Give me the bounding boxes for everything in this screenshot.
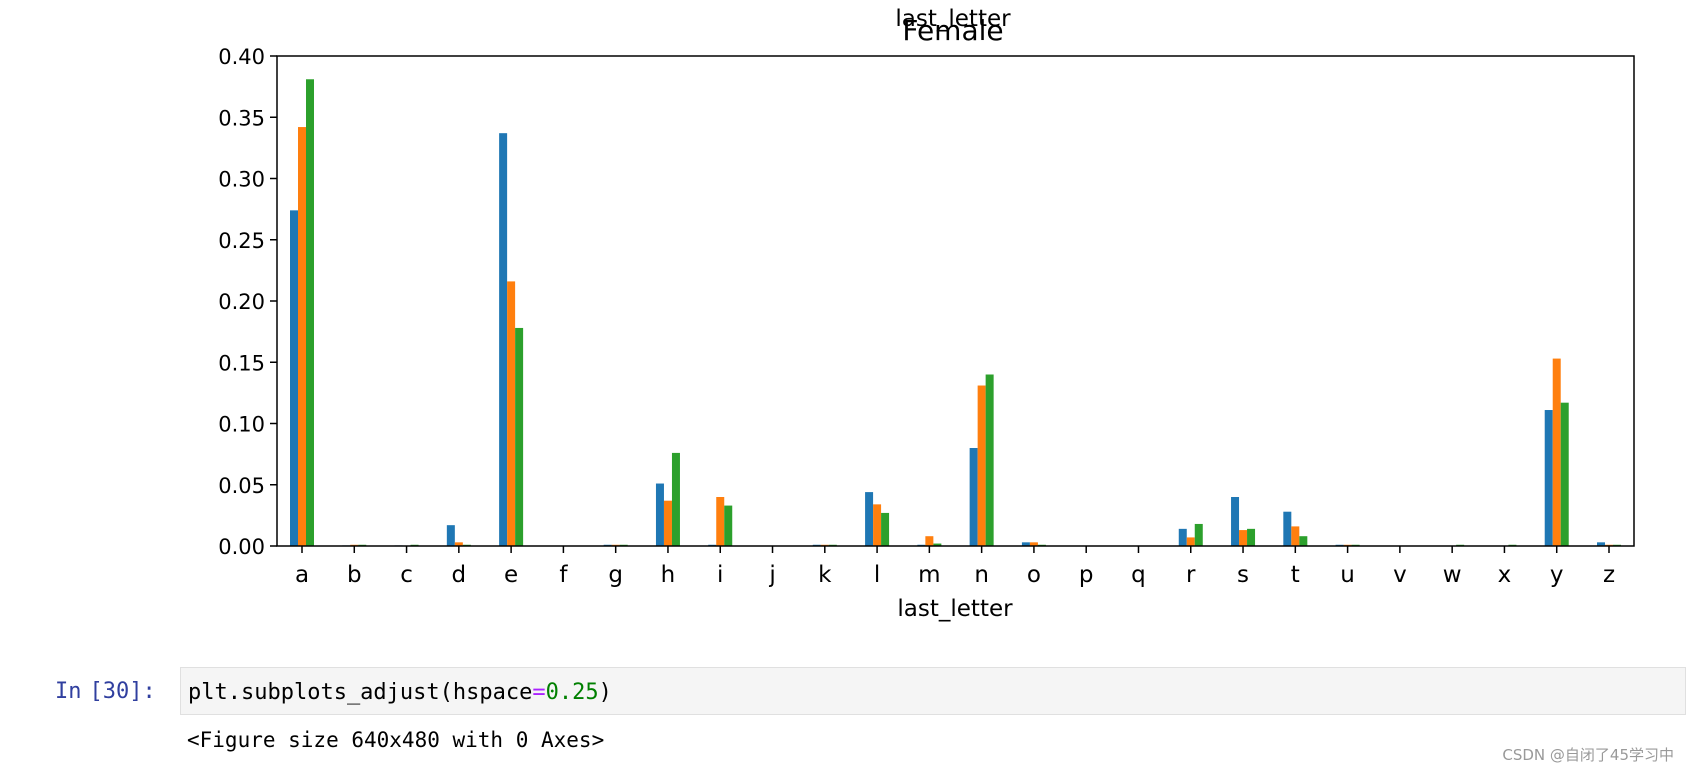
bar: [985, 374, 994, 546]
x-tick-label: w: [1443, 562, 1462, 588]
code-number: 0.25: [545, 680, 599, 705]
bar: [977, 385, 986, 546]
code-function-call: plt.subplots_adjust(hspace: [188, 680, 533, 705]
bar: [1560, 402, 1569, 546]
y-tick-label: 0.00: [218, 535, 265, 559]
bar: [515, 327, 524, 546]
x-tick-label: e: [504, 562, 518, 588]
code-line: plt.subplots_adjust(hspace=0.25): [188, 680, 612, 705]
bar: [507, 281, 516, 546]
y-tick-label: 0.40: [218, 45, 265, 69]
bar: [1247, 528, 1256, 546]
cell-output: <Figure size 640x480 with 0 Axes>: [187, 728, 605, 752]
x-tick-label: k: [818, 562, 832, 588]
x-tick-label: h: [661, 562, 676, 588]
x-tick-label: f: [559, 562, 568, 588]
bar: [724, 505, 733, 546]
x-tick-label: t: [1291, 562, 1300, 588]
bar: [881, 512, 890, 546]
bar: [1299, 536, 1308, 546]
bars-group: [290, 79, 1621, 547]
x-tick-label: d: [452, 562, 467, 588]
bar: [1231, 497, 1240, 546]
bar: [1597, 542, 1605, 546]
x-tick-label: o: [1027, 562, 1041, 588]
y-tick-label: 0.30: [218, 168, 265, 192]
prompt-label: In: [55, 679, 82, 704]
bar-chart: last_letter Female 0.000.050.100.150.200…: [218, 6, 1635, 622]
x-tick-label: x: [1498, 562, 1512, 588]
bar: [671, 452, 680, 546]
x-tick-label: c: [400, 562, 413, 588]
bar: [933, 543, 942, 546]
bar: [298, 127, 306, 547]
x-axis: a b c d e f g h i j k l m n o p q r s t u v w x y z: [295, 546, 1615, 588]
bar: [446, 525, 455, 546]
y-tick-label: 0.10: [218, 413, 265, 437]
y-tick-label: 0.05: [218, 474, 265, 498]
x-tick-label: n: [974, 562, 989, 588]
plot-frame: [276, 55, 1635, 547]
x-tick-label: u: [1340, 562, 1355, 588]
bar: [1291, 526, 1300, 546]
bar: [1178, 528, 1187, 546]
x-tick-label: p: [1079, 562, 1094, 588]
x-tick-label: r: [1186, 562, 1196, 588]
code-editor[interactable]: plt.subplots_adjust(hspace=0.25): [180, 667, 1686, 715]
overlapping-title: last_letter: [895, 6, 1011, 32]
code-close-paren: ): [598, 680, 612, 705]
x-tick-label: g: [608, 562, 623, 588]
bar: [306, 79, 314, 547]
bar: [1021, 542, 1030, 546]
bar: [716, 497, 725, 546]
y-tick-label: 0.25: [218, 229, 265, 253]
bar: [499, 133, 508, 546]
x-tick-label: a: [295, 562, 309, 588]
bar: [873, 504, 882, 546]
bar: [1552, 358, 1561, 546]
input-prompt: In [30]:: [55, 679, 180, 704]
bar: [1029, 542, 1038, 546]
x-tick-label: q: [1131, 562, 1146, 588]
bar: [454, 542, 463, 546]
bar: [663, 500, 672, 546]
bar: [865, 492, 874, 546]
y-tick-label: 0.20: [218, 290, 265, 314]
bar: [969, 448, 978, 546]
bar: [1544, 410, 1553, 546]
bar: [1283, 511, 1292, 546]
prompt-number: [30]:: [89, 679, 156, 704]
y-tick-label: 0.15: [218, 351, 265, 375]
x-tick-label: z: [1603, 562, 1615, 588]
bar: [290, 210, 298, 546]
chart-title: Female: [902, 14, 1003, 47]
x-tick-label: b: [347, 562, 362, 588]
x-tick-label: m: [918, 562, 940, 588]
bar: [1186, 537, 1195, 546]
bar: [925, 536, 934, 546]
y-tick-label: 0.35: [218, 106, 265, 130]
x-tick-label: j: [768, 562, 775, 588]
x-tick-label: i: [717, 562, 723, 588]
code-cell: In [30]: plt.subplots_adjust(hspace=0.25): [55, 667, 1686, 717]
x-axis-label: last_letter: [897, 596, 1013, 622]
bar: [1239, 530, 1248, 546]
x-tick-label: s: [1237, 562, 1249, 588]
x-tick-label: y: [1550, 562, 1564, 588]
x-tick-label: l: [874, 562, 880, 588]
bar: [1194, 523, 1203, 546]
x-tick-label: v: [1393, 562, 1407, 588]
bar: [655, 483, 664, 546]
y-axis: 0.00 0.05 0.10 0.15 0.20 0.25 0.30 0.35 0.40: [218, 45, 277, 559]
code-operator: =: [532, 680, 546, 705]
watermark: CSDN @自闭了45学习中: [1502, 746, 1674, 764]
